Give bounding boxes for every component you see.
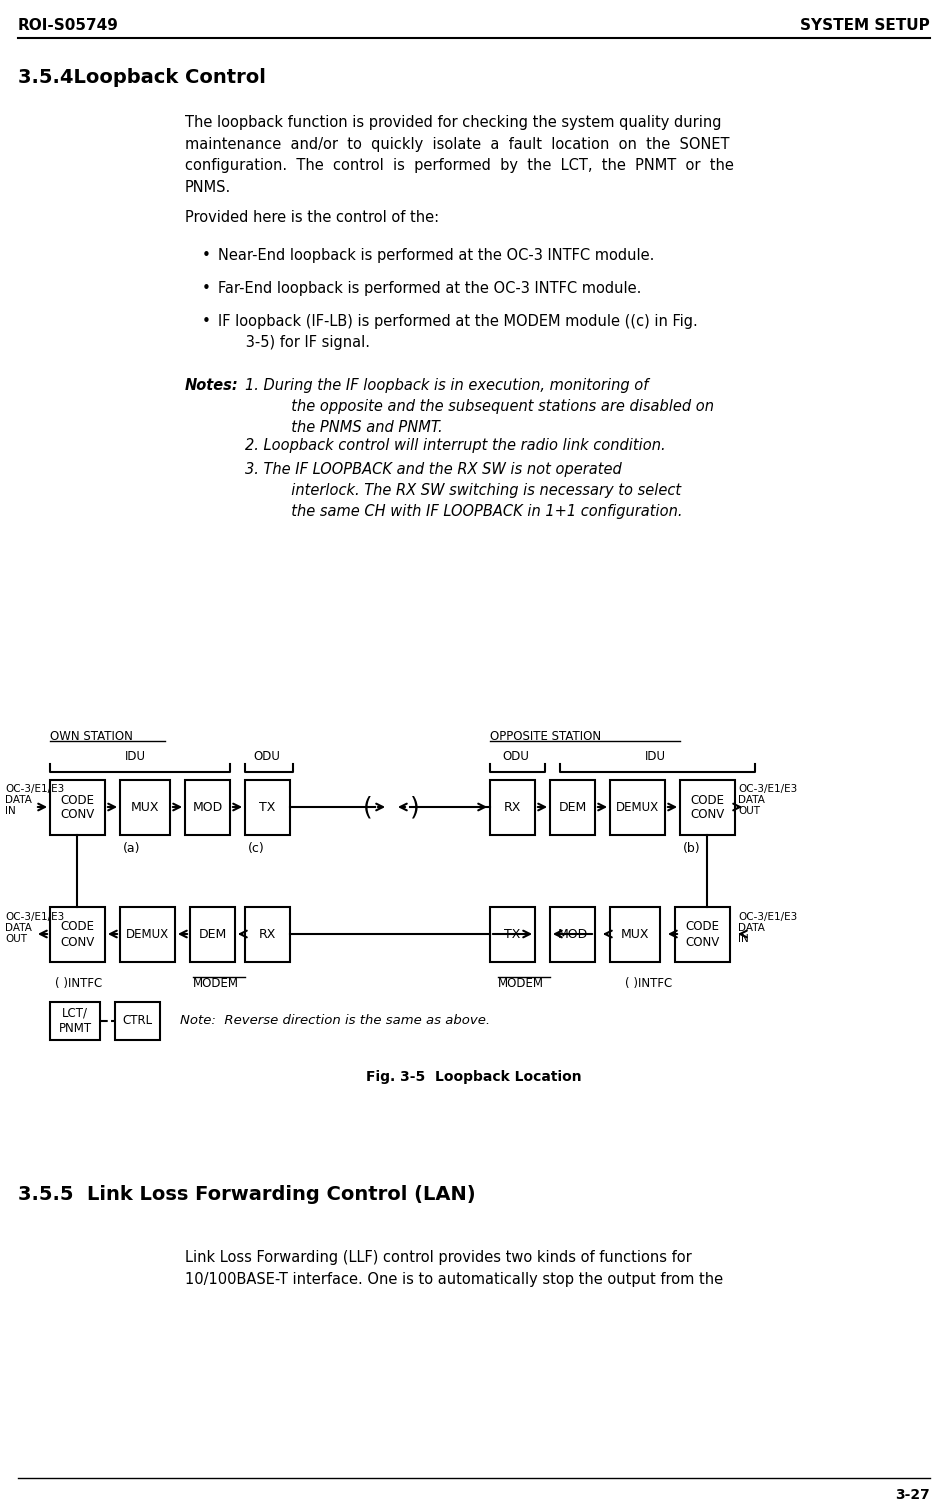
Bar	[50, 1003, 100, 1040]
Text: CODE
CONV: CODE CONV	[61, 794, 95, 822]
Text: Notes:: Notes:	[185, 377, 239, 392]
Text: SYSTEM SETUP: SYSTEM SETUP	[800, 18, 930, 33]
Text: ODU: ODU	[502, 750, 529, 764]
Text: DATA: DATA	[5, 795, 32, 806]
Text: (a): (a)	[123, 842, 140, 855]
Text: OC-3/E1/E3: OC-3/E1/E3	[738, 912, 797, 921]
Text: •: •	[202, 248, 210, 263]
Text: (: (	[363, 795, 373, 819]
Text: OUT: OUT	[5, 933, 27, 944]
Text: CODE
CONV: CODE CONV	[690, 794, 724, 822]
Text: CODE
CONV: CODE CONV	[685, 920, 720, 948]
Text: CODE
CONV: CODE CONV	[61, 920, 95, 948]
Bar	[550, 780, 595, 836]
Text: MUX: MUX	[621, 927, 649, 941]
Text: ODU: ODU	[253, 750, 281, 764]
Text: MODEM: MODEM	[498, 977, 544, 990]
Text: CTRL: CTRL	[122, 1015, 153, 1028]
Text: ): )	[410, 795, 420, 819]
Text: 3. The IF LOOPBACK and the RX SW is not operated
          interlock. The RX SW : 3. The IF LOOPBACK and the RX SW is not …	[245, 461, 683, 519]
Text: (b): (b)	[683, 842, 701, 855]
Text: ( )INTFC: ( )INTFC	[55, 977, 102, 990]
Bar	[50, 780, 105, 836]
Bar	[50, 906, 105, 962]
Text: ( )INTFC: ( )INTFC	[625, 977, 672, 990]
Text: DEMUX: DEMUX	[126, 927, 169, 941]
Text: DATA: DATA	[738, 795, 765, 806]
Text: •: •	[202, 281, 210, 296]
Bar	[245, 780, 290, 836]
Text: RX: RX	[503, 801, 521, 815]
Bar	[190, 906, 235, 962]
Text: MUX: MUX	[131, 801, 159, 815]
Bar	[675, 906, 730, 962]
Bar	[120, 906, 175, 962]
Bar	[550, 906, 595, 962]
Text: OC-3/E1/E3: OC-3/E1/E3	[5, 912, 64, 921]
Text: IF loopback (IF-LB) is performed at the MODEM module ((c) in Fig.
      3-5) for: IF loopback (IF-LB) is performed at the …	[218, 314, 698, 350]
Text: DEM: DEM	[198, 927, 227, 941]
Text: 3.5.5  Link Loss Forwarding Control (LAN): 3.5.5 Link Loss Forwarding Control (LAN)	[18, 1184, 476, 1204]
Bar	[115, 1003, 160, 1040]
Text: MODEM: MODEM	[193, 977, 239, 990]
Text: OC-3/E1/E3: OC-3/E1/E3	[738, 785, 797, 794]
Text: •: •	[202, 314, 210, 329]
Bar	[490, 906, 535, 962]
Text: 2. Loopback control will interrupt the radio link condition.: 2. Loopback control will interrupt the r…	[245, 437, 665, 452]
Text: (c): (c)	[248, 842, 264, 855]
Text: Provided here is the control of the:: Provided here is the control of the:	[185, 210, 439, 225]
Text: IN: IN	[5, 806, 16, 816]
Text: Near-End loopback is performed at the OC-3 INTFC module.: Near-End loopback is performed at the OC…	[218, 248, 654, 263]
Bar	[680, 780, 735, 836]
Text: LCT/
PNMT: LCT/ PNMT	[59, 1007, 92, 1036]
Text: DATA: DATA	[5, 923, 32, 933]
Bar	[185, 780, 230, 836]
Text: Far-End loopback is performed at the OC-3 INTFC module.: Far-End loopback is performed at the OC-…	[218, 281, 642, 296]
Bar	[120, 780, 170, 836]
Text: 3-27: 3-27	[895, 1488, 930, 1501]
Text: 3.5.4Loopback Control: 3.5.4Loopback Control	[18, 68, 265, 87]
Text: IDU: IDU	[124, 750, 145, 764]
Bar	[610, 906, 660, 962]
Text: IN: IN	[738, 933, 749, 944]
Text: OPPOSITE STATION: OPPOSITE STATION	[490, 730, 601, 742]
Text: Note:  Reverse direction is the same as above.: Note: Reverse direction is the same as a…	[180, 1015, 490, 1027]
Text: OC-3/E1/E3: OC-3/E1/E3	[5, 785, 64, 794]
Bar	[490, 780, 535, 836]
Text: TX: TX	[260, 801, 276, 815]
Text: The loopback function is provided for checking the system quality during
mainten: The loopback function is provided for ch…	[185, 116, 734, 195]
Text: MOD: MOD	[557, 927, 588, 941]
Text: 1. During the IF loopback is in execution, monitoring of
          the opposite : 1. During the IF loopback is in executio…	[245, 377, 714, 434]
Text: OUT: OUT	[738, 806, 760, 816]
Text: OWN STATION: OWN STATION	[50, 730, 133, 742]
Text: MOD: MOD	[192, 801, 223, 815]
Text: ROI-S05749: ROI-S05749	[18, 18, 118, 33]
Bar	[245, 906, 290, 962]
Text: TX: TX	[504, 927, 520, 941]
Text: DEMUX: DEMUX	[616, 801, 659, 815]
Text: RX: RX	[259, 927, 276, 941]
Text: DATA: DATA	[738, 923, 765, 933]
Bar	[610, 780, 665, 836]
Text: IDU: IDU	[645, 750, 665, 764]
Text: Fig. 3-5  Loopback Location: Fig. 3-5 Loopback Location	[366, 1070, 582, 1084]
Text: DEM: DEM	[558, 801, 587, 815]
Text: Link Loss Forwarding (LLF) control provides two kinds of functions for
10/100BAS: Link Loss Forwarding (LLF) control provi…	[185, 1250, 723, 1287]
